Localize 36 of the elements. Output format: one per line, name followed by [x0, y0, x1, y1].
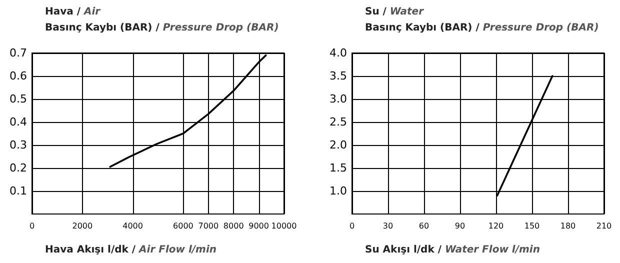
chart-title: Hava / Air	[45, 6, 102, 18]
x-axis-title: Hava Akışı l/dk / Air Flow l/min	[45, 244, 217, 256]
y-tick-label: 0.1	[10, 184, 27, 198]
x-tick-label: 7000	[198, 222, 219, 230]
x-tick-label: 0	[29, 222, 35, 230]
x-tick-label: 10000	[271, 222, 297, 230]
x-tick-label: 2000	[72, 222, 93, 230]
y-tick-label: 1.5	[330, 162, 347, 174]
y-tick-label: 3.0	[330, 92, 347, 106]
y-tick-label: 0.3	[10, 138, 27, 152]
x-tick-label: 30	[382, 222, 394, 230]
x-tick-label: 180	[560, 222, 576, 230]
x-tick-label: 210	[596, 222, 612, 230]
y-tick-label: 0.4	[10, 116, 27, 128]
y-tick-label: 0.6	[10, 70, 27, 82]
y-tick-label: 0.2	[10, 162, 27, 174]
y-tick-label: 2.5	[330, 116, 347, 128]
x-tick-label: 0	[349, 222, 355, 230]
y-tick-label: 0.7	[10, 46, 27, 60]
x-tick-label: 90	[454, 222, 466, 230]
y-tick-label: 0.5	[10, 92, 27, 106]
x-tick-label: 9000	[248, 222, 269, 230]
x-tick-label: 60	[418, 222, 430, 230]
y-tick-label: 4.0	[330, 46, 347, 60]
y-tick-label: 1.0	[330, 184, 347, 198]
x-axis-title: Su Akışı l/dk / Water Flow l/min	[365, 244, 540, 256]
x-tick-label: 6000	[173, 222, 194, 230]
chart-title: Su / Water	[365, 6, 425, 18]
x-tick-label: 150	[524, 222, 540, 230]
x-tick-label: 8000	[223, 222, 244, 230]
y-axis-title: Basınç Kaybı (BAR) / Pressure Drop (BAR)	[365, 22, 599, 34]
y-tick-label: 3.5	[330, 70, 347, 82]
y-axis-title: Basınç Kaybı (BAR) / Pressure Drop (BAR)	[45, 22, 279, 34]
y-tick-label: 2.0	[330, 138, 347, 152]
x-tick-label: 4000	[122, 222, 143, 230]
x-tick-label: 120	[488, 222, 504, 230]
